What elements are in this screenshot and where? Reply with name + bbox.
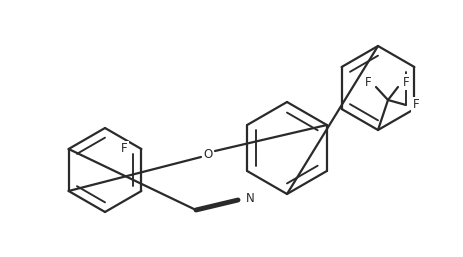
Text: F: F [412,98,419,112]
Text: F: F [402,76,408,88]
Text: N: N [245,191,254,205]
Text: O: O [203,148,212,161]
Text: F: F [120,142,127,155]
Text: F: F [364,76,370,88]
